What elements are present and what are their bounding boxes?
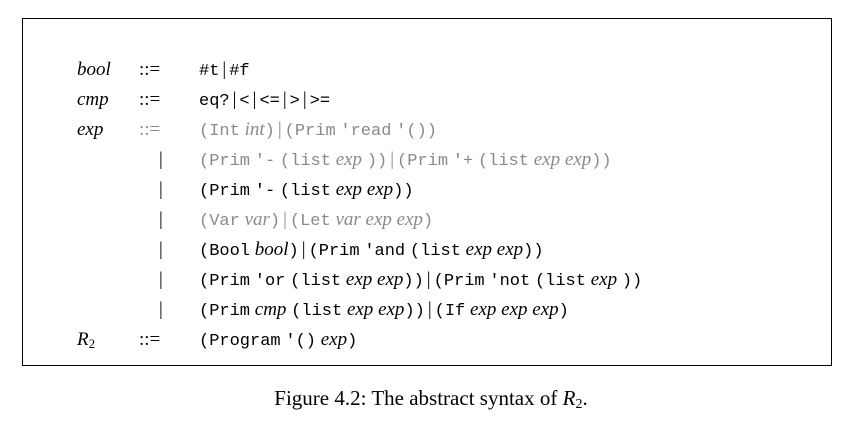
- production-operator: ::=: [139, 119, 161, 140]
- alternative-bar: |: [159, 179, 163, 200]
- nonterminal-r2: R2: [77, 329, 96, 351]
- production-bool: #t | #f: [199, 59, 250, 81]
- production-exp-bool-and: (Bool bool) | (Prim 'and (list exp exp)): [199, 239, 544, 261]
- production-cmp: eq? | < | <= | > | >=: [199, 89, 331, 111]
- alternative-bar: |: [159, 269, 163, 290]
- production-exp-sub: (Prim '- (list exp exp)): [199, 179, 414, 201]
- production-exp-or-not: (Prim 'or (list exp exp)) | (Prim 'not (li…: [199, 269, 643, 291]
- nonterminal-cmp: cmp: [77, 89, 109, 110]
- production-program: (Program '() exp): [199, 329, 358, 351]
- alternative-bar: |: [159, 209, 163, 230]
- production-operator: ::=: [139, 89, 161, 110]
- production-operator: ::=: [139, 59, 161, 80]
- figure-caption: Figure 4.2: The abstract syntax of R2.: [274, 386, 588, 412]
- alternative-bar: |: [159, 149, 163, 170]
- nonterminal-bool: bool: [77, 59, 111, 80]
- grammar-box: bool ::= #t | #f cmp ::= eq? | < | <= | > | >= exp…: [22, 18, 832, 366]
- production-exp-var-let: (Var var) | (Let var exp exp): [199, 209, 434, 231]
- alternative-bar: |: [159, 239, 163, 260]
- production-exp-neg-add: (Prim '- (list exp )) | (Prim '+ (list exp…: [199, 149, 612, 171]
- production-exp-cmp-if: (Prim cmp (list exp exp)) | (If exp exp ex…: [199, 299, 569, 321]
- production-exp-int-read: (Int int) | (Prim 'read '()): [199, 119, 437, 141]
- production-operator: ::=: [139, 329, 161, 350]
- alternative-bar: |: [159, 299, 163, 320]
- nonterminal-exp: exp: [77, 119, 104, 140]
